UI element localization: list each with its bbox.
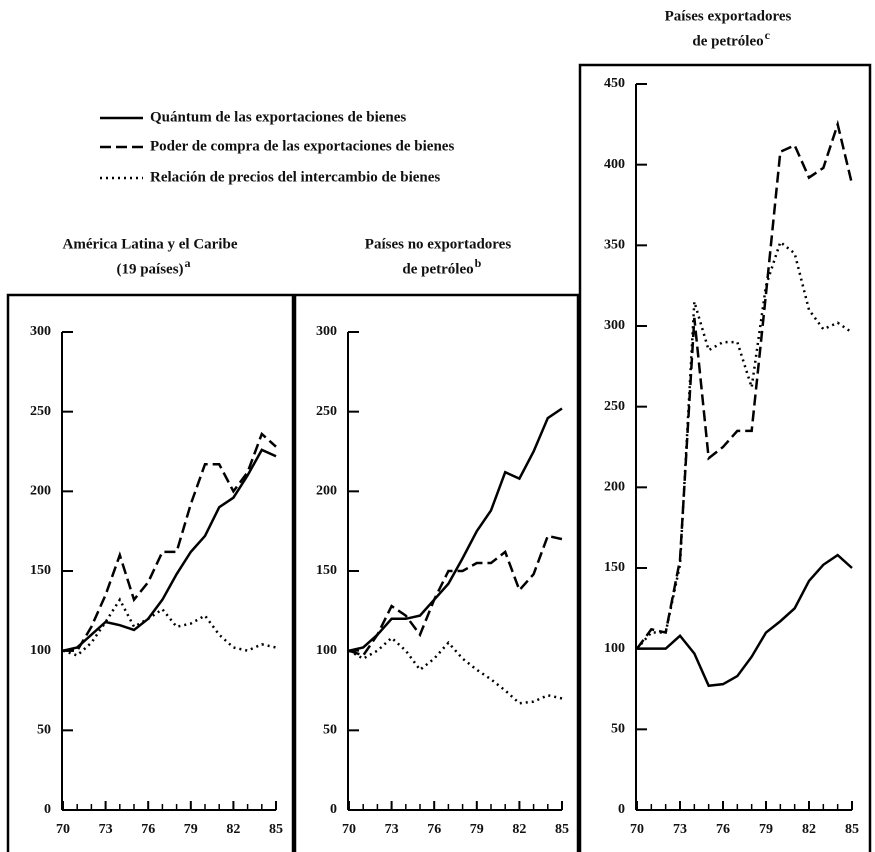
x-tick-label: 73 bbox=[673, 822, 687, 837]
x-tick-label: 70 bbox=[56, 822, 70, 837]
legend-label: Poder de compra de las exportaciones de … bbox=[150, 138, 454, 154]
y-tick-label: 300 bbox=[316, 324, 337, 339]
series-line bbox=[348, 636, 563, 705]
title-note: c bbox=[765, 28, 771, 42]
y-tick-label: 350 bbox=[604, 238, 625, 253]
y-tick-label: 150 bbox=[30, 563, 51, 578]
series-line bbox=[62, 597, 277, 657]
series-line bbox=[63, 431, 277, 652]
y-tick-label: 300 bbox=[30, 324, 51, 339]
x-tick-label: 70 bbox=[342, 822, 356, 837]
legend-label: Quántum de las exportaciones de bienes bbox=[150, 109, 406, 125]
x-tick-label: 70 bbox=[630, 822, 644, 837]
title-note: a bbox=[185, 256, 191, 270]
y-tick-label: 200 bbox=[316, 484, 337, 499]
y-tick-label: 50 bbox=[37, 723, 51, 738]
x-tick-label: 76 bbox=[141, 822, 155, 837]
x-tick-label: 82 bbox=[226, 822, 240, 837]
y-tick-label: 300 bbox=[604, 318, 625, 333]
x-tick-label: 85 bbox=[269, 822, 283, 837]
y-tick-label: 250 bbox=[604, 399, 625, 414]
series-line bbox=[637, 553, 853, 688]
y-tick-label: 50 bbox=[323, 723, 337, 738]
y-tick-label: 0 bbox=[44, 802, 51, 817]
panel-title: de petróleo bbox=[692, 33, 763, 49]
x-tick-label: 85 bbox=[845, 822, 859, 837]
panel-frame bbox=[293, 293, 580, 852]
panel-title: América Latina y el Caribe bbox=[63, 236, 238, 252]
x-tick-label: 82 bbox=[802, 822, 816, 837]
series-line bbox=[635, 119, 854, 650]
panel-title: de petróleo bbox=[402, 261, 473, 277]
panel-title: Países exportadores bbox=[665, 8, 792, 24]
panel-frame bbox=[6, 293, 295, 852]
series-line bbox=[636, 240, 853, 650]
panel-frame bbox=[578, 63, 872, 852]
y-tick-label: 100 bbox=[30, 643, 51, 658]
y-tick-label: 0 bbox=[618, 802, 625, 817]
x-tick-label: 79 bbox=[184, 822, 198, 837]
y-tick-label: 250 bbox=[316, 404, 337, 419]
series-line bbox=[348, 534, 563, 657]
y-tick-label: 100 bbox=[316, 643, 337, 658]
y-tick-label: 50 bbox=[611, 722, 625, 737]
y-tick-label: 200 bbox=[604, 480, 625, 495]
x-tick-label: 76 bbox=[716, 822, 730, 837]
series-line bbox=[62, 448, 277, 652]
y-tick-label: 200 bbox=[30, 484, 51, 499]
legend-label: Relación de precios del intercambio de b… bbox=[150, 169, 440, 185]
y-tick-label: 0 bbox=[330, 802, 337, 817]
y-tick-label: 100 bbox=[604, 641, 625, 656]
x-tick-label: 73 bbox=[99, 822, 113, 837]
panel-title: (19 países) bbox=[116, 261, 183, 277]
y-tick-label: 250 bbox=[30, 404, 51, 419]
y-tick-label: 450 bbox=[604, 76, 625, 91]
y-tick-label: 150 bbox=[604, 560, 625, 575]
y-tick-label: 150 bbox=[316, 563, 337, 578]
x-tick-label: 79 bbox=[759, 822, 773, 837]
panel-title: Países no exportadores bbox=[365, 236, 512, 252]
x-tick-label: 79 bbox=[470, 822, 484, 837]
x-tick-label: 73 bbox=[385, 822, 399, 837]
x-tick-label: 76 bbox=[427, 822, 441, 837]
y-tick-label: 400 bbox=[604, 157, 625, 172]
x-tick-label: 85 bbox=[555, 822, 569, 837]
series-line bbox=[348, 407, 563, 652]
title-note: b bbox=[475, 256, 482, 270]
x-tick-label: 82 bbox=[512, 822, 526, 837]
